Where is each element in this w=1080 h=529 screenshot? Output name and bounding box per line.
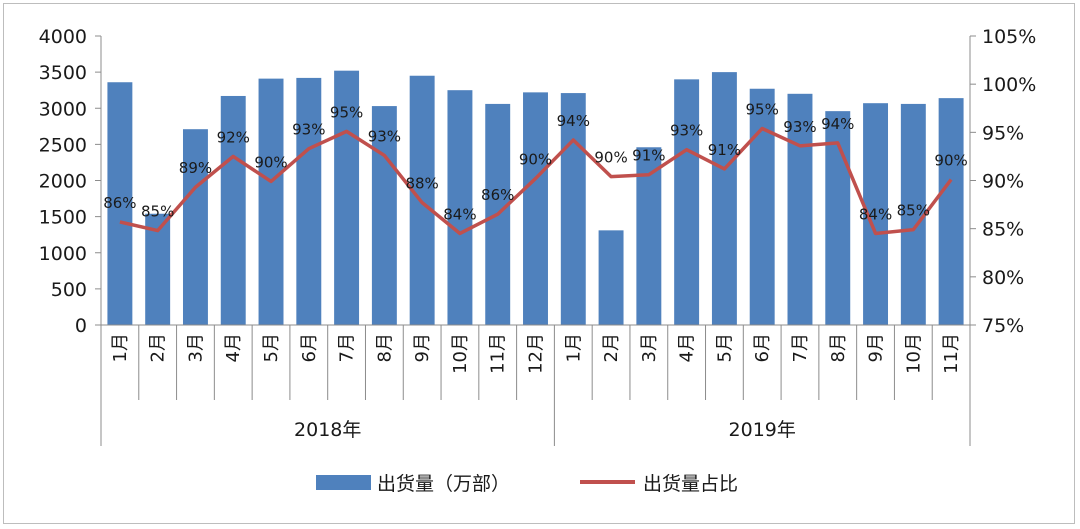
x-tick-label: 9月 xyxy=(866,333,887,362)
line-data-label: 95% xyxy=(330,103,363,121)
x-tick-label: 12月 xyxy=(526,333,547,374)
line-data-label: 90% xyxy=(934,152,967,170)
bar xyxy=(447,90,473,325)
year-label: 2019年 xyxy=(729,419,796,441)
line-data-label: 90% xyxy=(594,149,627,167)
line-data-label: 93% xyxy=(368,127,401,145)
line-data-label: 90% xyxy=(254,153,287,171)
legend-line-label: 出货量占比 xyxy=(643,473,738,495)
right-tick-label: 100% xyxy=(982,74,1036,96)
line-data-label: 93% xyxy=(292,121,325,139)
left-tick-label: 3000 xyxy=(39,98,87,120)
line-data-label: 84% xyxy=(443,205,476,223)
x-tick-label: 11月 xyxy=(488,333,509,374)
bar xyxy=(711,72,737,325)
bar xyxy=(296,77,322,325)
x-tick-label: 9月 xyxy=(412,333,433,362)
right-tick-label: 75% xyxy=(982,315,1024,337)
x-tick-label: 2月 xyxy=(601,333,622,362)
line-data-label: 86% xyxy=(103,194,136,212)
left-tick-label: 3500 xyxy=(39,62,87,84)
right-tick-label: 85% xyxy=(982,219,1024,241)
line-data-label: 94% xyxy=(821,115,854,133)
bar xyxy=(598,230,624,325)
x-tick-label: 10月 xyxy=(903,333,924,374)
line-data-label: 92% xyxy=(217,128,250,146)
x-tick-label: 8月 xyxy=(828,333,849,362)
x-tick-label: 6月 xyxy=(299,333,320,362)
bar xyxy=(787,93,813,325)
x-tick-label: 6月 xyxy=(752,333,773,362)
x-tick-label: 1月 xyxy=(110,333,131,362)
right-tick-label: 80% xyxy=(982,267,1024,289)
x-tick-label: 4月 xyxy=(223,333,244,362)
bar xyxy=(258,78,284,325)
legend: 出货量（万部） 出货量占比 xyxy=(316,473,738,495)
left-tick-label: 2500 xyxy=(39,134,87,156)
left-tick-label: 500 xyxy=(51,279,87,301)
line-series: 86% 85%89%92%90%93%95%93%88%84%86%90%94%9… xyxy=(103,100,968,236)
right-tick-label: 95% xyxy=(982,122,1024,144)
bar-series xyxy=(107,70,964,326)
line-data-label: 94% xyxy=(557,112,590,130)
x-tick-label: 10月 xyxy=(450,333,471,374)
line-data-label: 89% xyxy=(179,159,212,177)
bar xyxy=(107,82,133,326)
line-data-label: 95% xyxy=(746,100,779,118)
bar xyxy=(749,88,775,326)
share-line xyxy=(119,126,953,236)
bar xyxy=(220,95,246,325)
right-tick-label: 90% xyxy=(982,171,1024,193)
x-tick-label: 4月 xyxy=(677,333,698,362)
legend-bar-label: 出货量（万部） xyxy=(377,473,510,495)
x-tick-label: 5月 xyxy=(261,333,282,362)
x-tick-label: 3月 xyxy=(185,333,206,362)
left-tick-label: 4000 xyxy=(39,26,87,48)
year-label: 2018年 xyxy=(294,419,361,441)
x-tick-label: 3月 xyxy=(639,333,660,362)
left-tick-label: 2000 xyxy=(39,171,87,193)
x-axis: 1月 2月 3月 4月 5月 6月 7月 8月 9月 10月 11月 12月 1月 2月 3月 4月 5月 6月 7… xyxy=(100,324,971,446)
x-tick-label: 2月 xyxy=(148,333,169,362)
line-data-label: 90% xyxy=(519,151,552,169)
line-data-label: 93% xyxy=(783,118,816,136)
legend-bar-swatch xyxy=(316,475,371,490)
line-data-label: 84% xyxy=(859,205,892,223)
line-data-label: 85% xyxy=(897,202,930,220)
x-tick-label: 11月 xyxy=(941,333,962,374)
left-tick-label: 1500 xyxy=(39,207,87,229)
bar xyxy=(371,106,397,326)
right-y-axis: 75% 80% 85% 90% 95% 100% 105% xyxy=(969,26,1036,337)
bar xyxy=(334,70,360,326)
x-tick-label: 7月 xyxy=(337,333,358,362)
x-tick-label: 1月 xyxy=(563,333,584,362)
bar xyxy=(674,79,700,325)
line-data-label: 86% xyxy=(481,186,514,204)
x-tick-label: 5月 xyxy=(714,333,735,362)
bar xyxy=(560,93,586,325)
line-data-label: 91% xyxy=(632,147,665,165)
right-tick-label: 105% xyxy=(982,26,1036,48)
line-data-label: 91% xyxy=(708,141,741,159)
left-tick-label: 0 xyxy=(75,315,87,337)
bar xyxy=(182,129,208,325)
bar xyxy=(938,98,964,325)
bar xyxy=(523,92,548,325)
left-y-axis: 0 500 1000 1500 2000 2500 3000 3500 4000 xyxy=(39,26,102,337)
left-tick-label: 1000 xyxy=(39,243,87,265)
x-tick-label: 7月 xyxy=(790,333,811,362)
line-data-label: 88% xyxy=(405,175,438,193)
line-data-label: 93% xyxy=(670,122,703,140)
x-tick-label: 8月 xyxy=(374,333,395,362)
bar xyxy=(900,103,926,325)
line-data-label: 85% xyxy=(141,203,174,221)
